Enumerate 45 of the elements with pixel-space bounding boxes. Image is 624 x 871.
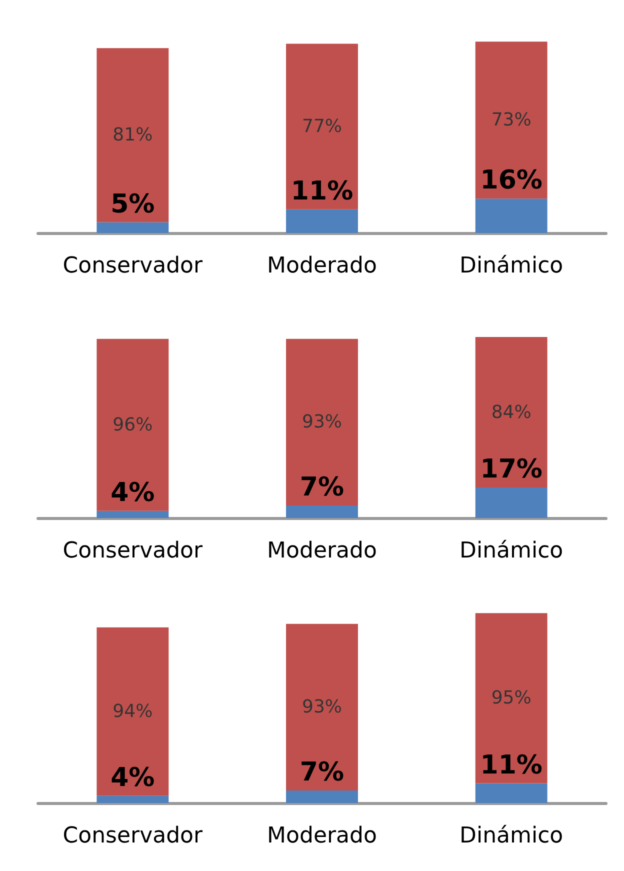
bar: [475, 198, 548, 233]
bar: [96, 796, 169, 803]
bar: [286, 790, 358, 803]
data-label: 16%: [480, 166, 542, 196]
bar: [286, 624, 358, 790]
x-tick-label: Conservador: [62, 538, 204, 564]
data-label: 4%: [110, 762, 155, 793]
x-tick-label: Dinámico: [460, 538, 564, 564]
data-label: 4%: [110, 478, 155, 508]
data-label: 95%: [491, 688, 532, 709]
bar: [475, 42, 548, 199]
bar: [286, 44, 358, 210]
bar: [96, 338, 169, 511]
bar: [475, 783, 548, 803]
data-label: 93%: [302, 696, 342, 718]
bar: [286, 505, 358, 518]
data-label: 84%: [491, 402, 532, 423]
data-label: 81%: [112, 124, 153, 146]
bar: [96, 48, 169, 222]
data-label: 77%: [302, 116, 342, 138]
data-label: 93%: [302, 412, 342, 433]
data-label: 5%: [110, 189, 155, 220]
x-tick-label: Moderado: [267, 824, 377, 848]
bar: [96, 627, 169, 796]
x-tick-label: Dinámico: [460, 824, 564, 848]
data-label: 17%: [480, 454, 542, 485]
x-tick-label: Conservador: [62, 824, 204, 848]
x-tick-label: Moderado: [267, 538, 377, 564]
bar: [475, 613, 548, 784]
bar: [96, 222, 169, 233]
data-label: 11%: [290, 176, 354, 206]
data-label: 94%: [112, 701, 153, 722]
data-label: 73%: [491, 110, 532, 131]
data-label: 96%: [112, 414, 153, 436]
data-label: 7%: [300, 472, 344, 502]
x-tick-label: Moderado: [267, 254, 377, 278]
bar: [475, 337, 548, 488]
bar: [286, 338, 358, 506]
x-tick-label: Conservador: [62, 254, 204, 278]
bar: [286, 209, 358, 233]
bar: [96, 510, 169, 518]
x-tick-label: Dinámico: [460, 254, 564, 278]
data-label: 7%: [300, 757, 344, 788]
data-label: 11%: [480, 750, 542, 780]
bar: [475, 488, 548, 518]
